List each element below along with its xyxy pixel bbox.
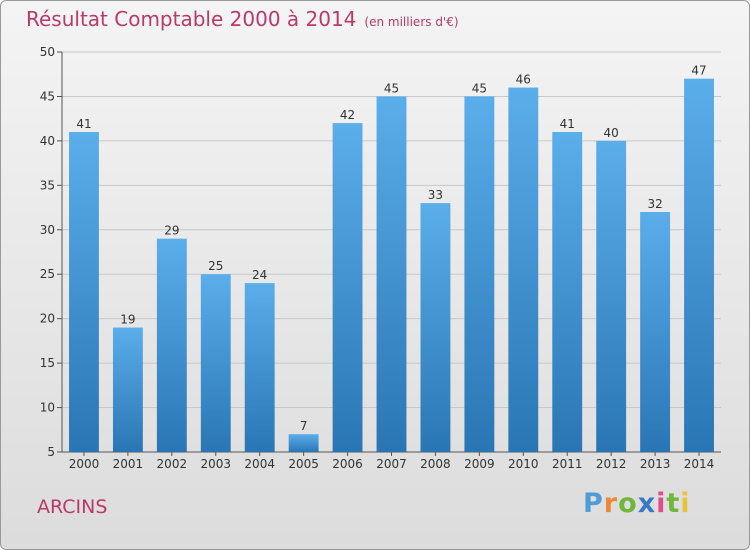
value-label-2005: 7 — [300, 419, 308, 433]
value-label-2006: 42 — [340, 108, 355, 122]
x-tick-label-2007: 2007 — [376, 457, 407, 471]
value-label-2008: 33 — [428, 188, 443, 202]
x-tick-label-2012: 2012 — [596, 457, 627, 471]
logo-letter: t — [666, 488, 681, 519]
bar-2014 — [684, 78, 714, 453]
proxiti-logo: Proxiti — [583, 488, 691, 519]
y-tick-label: 15 — [40, 356, 55, 370]
value-label-2011: 41 — [560, 117, 575, 131]
x-tick-label-2001: 2001 — [113, 457, 144, 471]
x-tick-label-2011: 2011 — [552, 457, 583, 471]
bar-2009 — [464, 96, 495, 452]
location-label: ARCINS — [37, 496, 108, 518]
bar-2012 — [596, 140, 627, 452]
value-label-2013: 32 — [647, 197, 662, 211]
bar-2007 — [376, 96, 407, 452]
chart-unit: (en milliers d'€) — [364, 15, 459, 29]
x-tick-label-2006: 2006 — [332, 457, 363, 471]
bar-2004 — [244, 283, 275, 452]
bar-2000 — [69, 132, 99, 452]
value-label-2010: 46 — [516, 73, 531, 87]
value-label-2002: 29 — [164, 224, 179, 238]
value-label-2004: 24 — [252, 268, 267, 282]
logo-letter: o — [618, 488, 638, 519]
y-tick-label: 20 — [40, 312, 55, 326]
chart-title-text: Résultat Comptable 2000 à 2014 — [26, 7, 357, 31]
bar-2011 — [552, 132, 583, 452]
value-label-2007: 45 — [384, 81, 399, 95]
logo-letter: i — [656, 488, 667, 519]
x-tick-label-2014: 2014 — [684, 457, 715, 471]
value-labels: 41 19 29 25 24 7 42 45 33 45 46 41 40 32 47 — [76, 64, 706, 434]
value-label-2003: 25 — [208, 259, 223, 273]
y-tick-label: 40 — [40, 134, 55, 148]
y-tick-label: 5 — [47, 445, 55, 459]
value-label-2000: 41 — [76, 117, 91, 131]
logo-letter: r — [603, 488, 619, 519]
bar-2002 — [156, 238, 187, 452]
y-tick-label: 35 — [40, 178, 55, 192]
bar-2006 — [332, 123, 363, 452]
value-label-2009: 45 — [472, 81, 487, 95]
y-tick-label: 25 — [40, 267, 55, 281]
value-label-2001: 19 — [120, 313, 135, 327]
logo-letter: i — [680, 488, 691, 519]
x-tick-label-2008: 2008 — [420, 457, 451, 471]
bar-2003 — [200, 274, 231, 452]
bar-2013 — [640, 212, 671, 452]
x-tick-label-2013: 2013 — [640, 457, 671, 471]
y-tick-label: 45 — [40, 89, 55, 103]
x-tick-label-2005: 2005 — [288, 457, 319, 471]
y-tick-label: 50 — [40, 45, 55, 59]
bar-2001 — [112, 327, 143, 452]
chart-title: Résultat Comptable 2000 à 2014 (en millie… — [26, 7, 459, 31]
logo-letter: x — [637, 488, 657, 519]
x-tick-label-2009: 2009 — [464, 457, 495, 471]
value-label-2012: 40 — [604, 126, 619, 140]
x-tick-label-2004: 2004 — [244, 457, 275, 471]
bar-2008 — [420, 203, 451, 452]
x-tick-label-2000: 2000 — [69, 457, 100, 471]
y-tick-label: 10 — [40, 401, 55, 415]
x-tick-label-2010: 2010 — [508, 457, 539, 471]
logo-letter: P — [583, 488, 604, 519]
y-tick-label: 30 — [40, 223, 55, 237]
x-tick-label-2003: 2003 — [200, 457, 231, 471]
bars — [69, 78, 714, 453]
bar-2005 — [288, 434, 319, 452]
value-label-2014: 47 — [691, 64, 706, 78]
x-tick-label-2002: 2002 — [157, 457, 188, 471]
bar-2010 — [508, 87, 539, 453]
